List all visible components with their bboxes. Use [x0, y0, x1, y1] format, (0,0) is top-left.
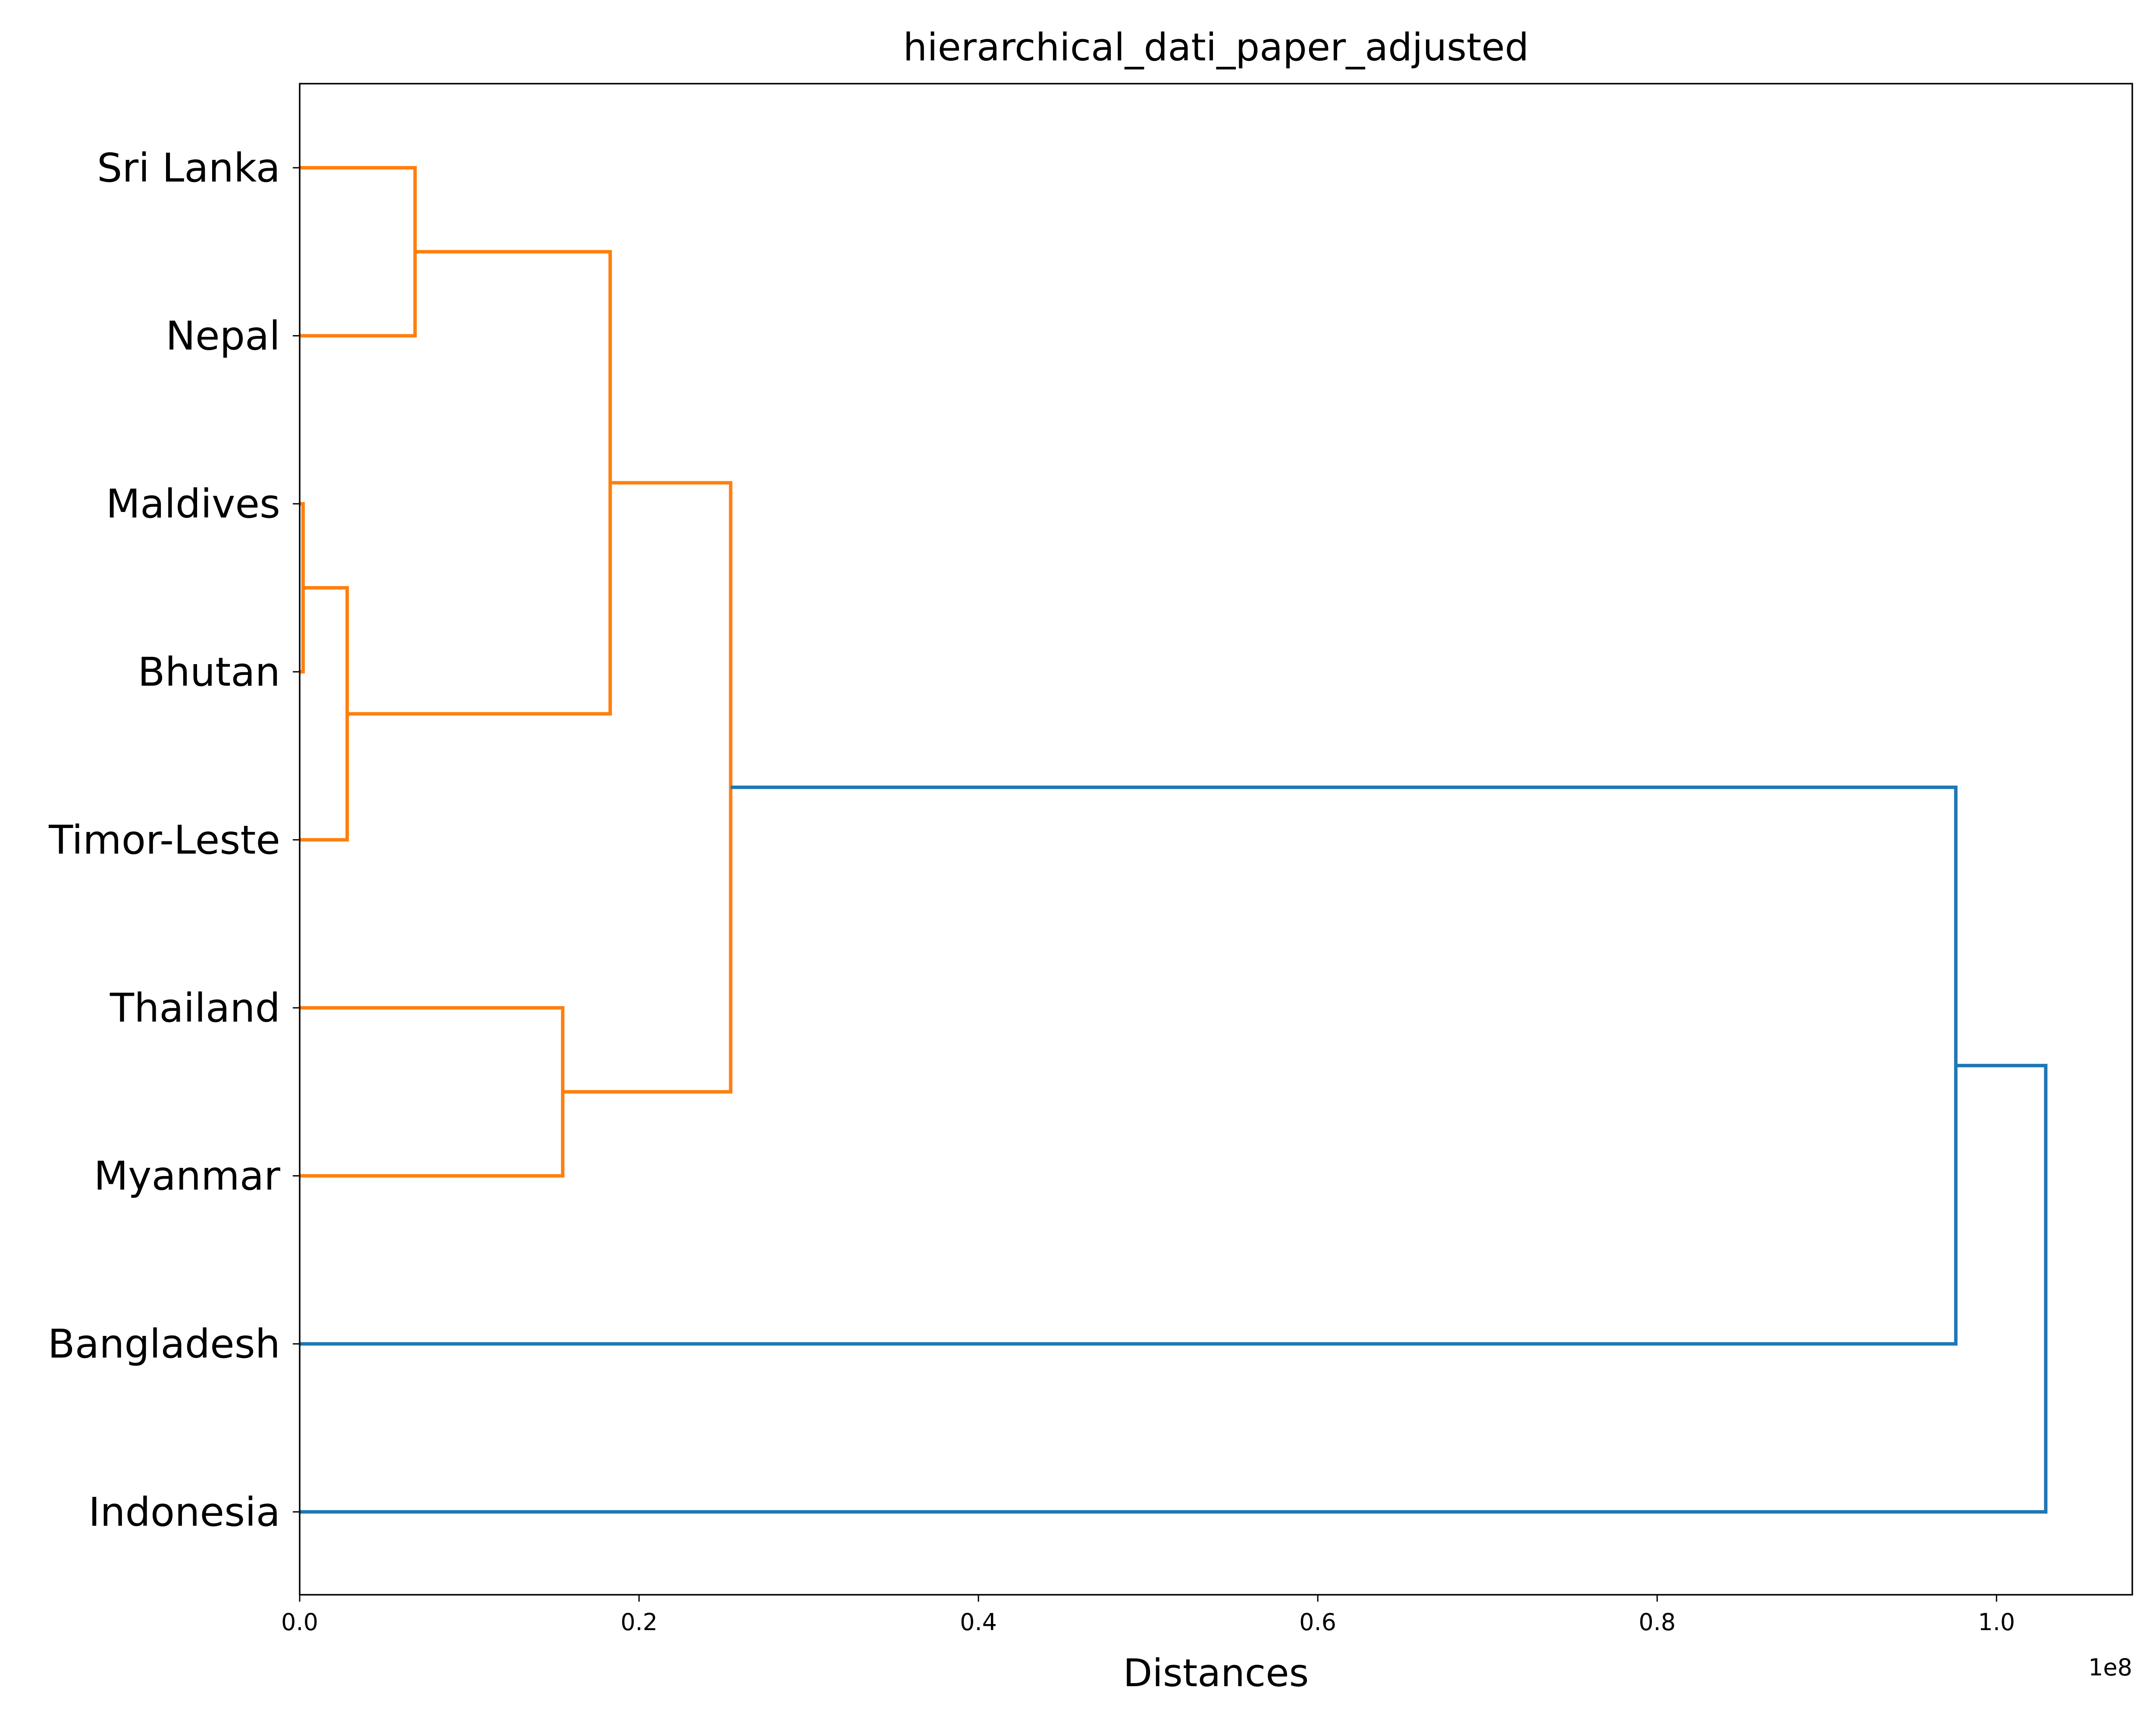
x-tick-label: 0.8	[1639, 1609, 1676, 1636]
x-tick-label: 0.2	[620, 1609, 658, 1636]
dendrogram-link-8	[300, 1063, 2048, 1514]
leaf-label-nepal: Nepal	[166, 313, 280, 359]
leaf-label-bangladesh: Bangladesh	[48, 1321, 280, 1367]
x-axis-ticks: 0.0 0.2 0.4 0.6 0.8 1.0	[281, 1595, 2015, 1636]
leaf-label-maldives: Maldives	[106, 481, 280, 527]
x-axis-label: Distances	[1123, 1651, 1309, 1695]
dendrogram-links	[300, 166, 2048, 1514]
x-tick-label: 0.0	[281, 1609, 318, 1636]
leaf-label-myanmar: Myanmar	[94, 1153, 281, 1199]
dendrogram-link-7	[300, 785, 1958, 1346]
x-axis-offset-label: 1e8	[2088, 1654, 2132, 1681]
dendrogram-link-3	[300, 586, 349, 842]
x-tick-label: 0.6	[1299, 1609, 1336, 1636]
y-axis-leaf-labels: Sri Lanka Nepal Maldives Bhutan Timor-Leste T…	[48, 145, 300, 1535]
leaf-label-thailand: Thailand	[110, 985, 280, 1031]
x-tick-label: 1.0	[1978, 1609, 2015, 1636]
leaf-label-sri-lanka: Sri Lanka	[97, 145, 280, 191]
dendrogram-link-4	[300, 1006, 564, 1178]
chart-title: hierarchical_dati_paper_adjusted	[903, 25, 1529, 69]
leaf-label-timor-leste: Timor-Leste	[48, 817, 280, 863]
leaf-label-bhutan: Bhutan	[138, 649, 281, 695]
leaf-label-indonesia: Indonesia	[88, 1489, 280, 1535]
x-tick-label: 0.4	[960, 1609, 997, 1636]
dendrogram-link-1	[300, 502, 305, 674]
